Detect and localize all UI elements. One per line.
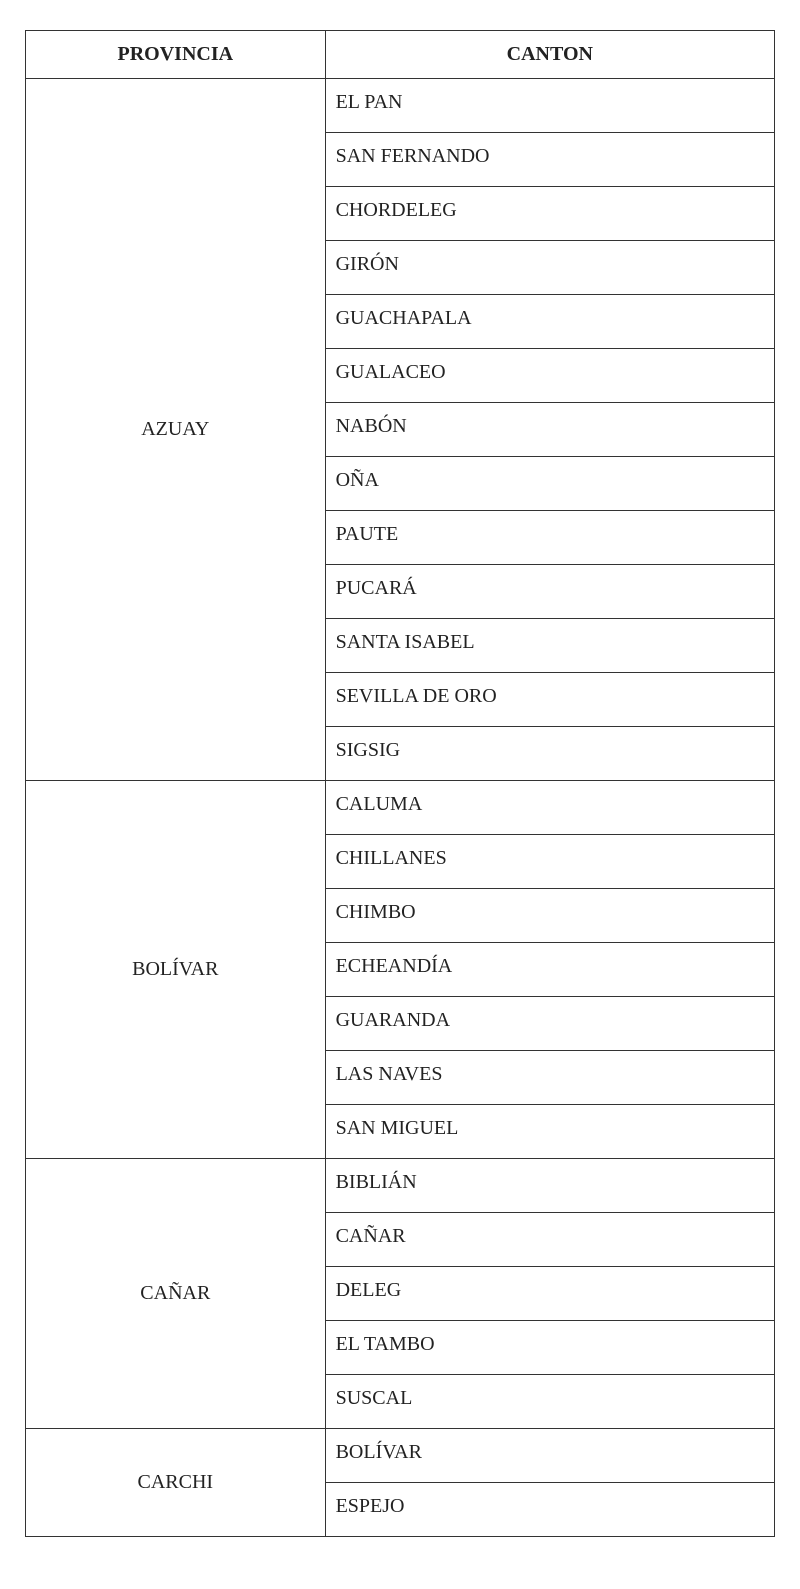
canton-row: CHIMBO — [326, 889, 774, 943]
canton-row: EL TAMBO — [326, 1321, 774, 1375]
cantons-inner-table: EL PANSAN FERNANDOCHORDELEGGIRÓNGUACHAPA… — [326, 79, 774, 780]
canton-cell: EL TAMBO — [326, 1321, 774, 1375]
table-row: CARCHIBOLÍVARESPEJO — [26, 1429, 775, 1537]
canton-cell: CHIMBO — [326, 889, 774, 943]
canton-cell: GUALACEO — [326, 349, 774, 403]
header-canton: CANTON — [325, 31, 774, 79]
provincia-cell: BOLÍVAR — [26, 781, 326, 1159]
canton-cell: SEVILLA DE ORO — [326, 673, 774, 727]
canton-row: GUARANDA — [326, 997, 774, 1051]
canton-cell: BOLÍVAR — [326, 1429, 774, 1483]
cantons-inner-table: BIBLIÁNCAÑARDELEGEL TAMBOSUSCAL — [326, 1159, 774, 1428]
canton-cell: NABÓN — [326, 403, 774, 457]
canton-cell: SAN FERNANDO — [326, 133, 774, 187]
canton-cell: DELEG — [326, 1267, 774, 1321]
table-body: PROVINCIA CANTON AZUAYEL PANSAN FERNANDO… — [26, 31, 775, 1537]
canton-cell: OÑA — [326, 457, 774, 511]
provincia-canton-table: PROVINCIA CANTON AZUAYEL PANSAN FERNANDO… — [25, 30, 775, 1537]
provincia-cell: AZUAY — [26, 79, 326, 781]
canton-cell: SIGSIG — [326, 727, 774, 781]
canton-cell: SAN MIGUEL — [326, 1105, 774, 1159]
cantons-inner-table: CALUMACHILLANESCHIMBOECHEANDÍAGUARANDALA… — [326, 781, 774, 1158]
canton-row: SEVILLA DE ORO — [326, 673, 774, 727]
canton-row: SIGSIG — [326, 727, 774, 781]
canton-row: LAS NAVES — [326, 1051, 774, 1105]
canton-cell: ESPEJO — [326, 1483, 774, 1537]
provincia-cell: CAÑAR — [26, 1159, 326, 1429]
canton-row: SANTA ISABEL — [326, 619, 774, 673]
canton-row: SAN MIGUEL — [326, 1105, 774, 1159]
canton-row: CHILLANES — [326, 835, 774, 889]
canton-cell: GIRÓN — [326, 241, 774, 295]
canton-cell: SANTA ISABEL — [326, 619, 774, 673]
canton-row: BOLÍVAR — [326, 1429, 774, 1483]
header-provincia: PROVINCIA — [26, 31, 326, 79]
cantons-cell: EL PANSAN FERNANDOCHORDELEGGIRÓNGUACHAPA… — [325, 79, 774, 781]
canton-cell: EL PAN — [326, 79, 774, 133]
table-row: BOLÍVARCALUMACHILLANESCHIMBOECHEANDÍAGUA… — [26, 781, 775, 1159]
canton-cell: LAS NAVES — [326, 1051, 774, 1105]
canton-row: DELEG — [326, 1267, 774, 1321]
canton-cell: CHORDELEG — [326, 187, 774, 241]
canton-row: EL PAN — [326, 79, 774, 133]
canton-row: GUACHAPALA — [326, 295, 774, 349]
canton-row: CALUMA — [326, 781, 774, 835]
canton-cell: SUSCAL — [326, 1375, 774, 1429]
cantons-inner-table: BOLÍVARESPEJO — [326, 1429, 774, 1536]
cantons-cell: BIBLIÁNCAÑARDELEGEL TAMBOSUSCAL — [325, 1159, 774, 1429]
table-row: AZUAYEL PANSAN FERNANDOCHORDELEGGIRÓNGUA… — [26, 79, 775, 781]
canton-cell: CALUMA — [326, 781, 774, 835]
provincia-cell: CARCHI — [26, 1429, 326, 1537]
canton-cell: GUACHAPALA — [326, 295, 774, 349]
cantons-cell: BOLÍVARESPEJO — [325, 1429, 774, 1537]
canton-row: NABÓN — [326, 403, 774, 457]
canton-cell: PAUTE — [326, 511, 774, 565]
canton-row: GUALACEO — [326, 349, 774, 403]
canton-row: GIRÓN — [326, 241, 774, 295]
canton-cell: CAÑAR — [326, 1213, 774, 1267]
cantons-cell: CALUMACHILLANESCHIMBOECHEANDÍAGUARANDALA… — [325, 781, 774, 1159]
canton-cell: BIBLIÁN — [326, 1159, 774, 1213]
canton-row: BIBLIÁN — [326, 1159, 774, 1213]
canton-cell: GUARANDA — [326, 997, 774, 1051]
canton-row: CAÑAR — [326, 1213, 774, 1267]
table-header-row: PROVINCIA CANTON — [26, 31, 775, 79]
canton-row: PAUTE — [326, 511, 774, 565]
canton-row: OÑA — [326, 457, 774, 511]
canton-cell: ECHEANDÍA — [326, 943, 774, 997]
canton-row: PUCARÁ — [326, 565, 774, 619]
canton-cell: PUCARÁ — [326, 565, 774, 619]
canton-row: ECHEANDÍA — [326, 943, 774, 997]
canton-cell: CHILLANES — [326, 835, 774, 889]
canton-row: SUSCAL — [326, 1375, 774, 1429]
canton-row: CHORDELEG — [326, 187, 774, 241]
table-row: CAÑARBIBLIÁNCAÑARDELEGEL TAMBOSUSCAL — [26, 1159, 775, 1429]
canton-row: SAN FERNANDO — [326, 133, 774, 187]
canton-row: ESPEJO — [326, 1483, 774, 1537]
